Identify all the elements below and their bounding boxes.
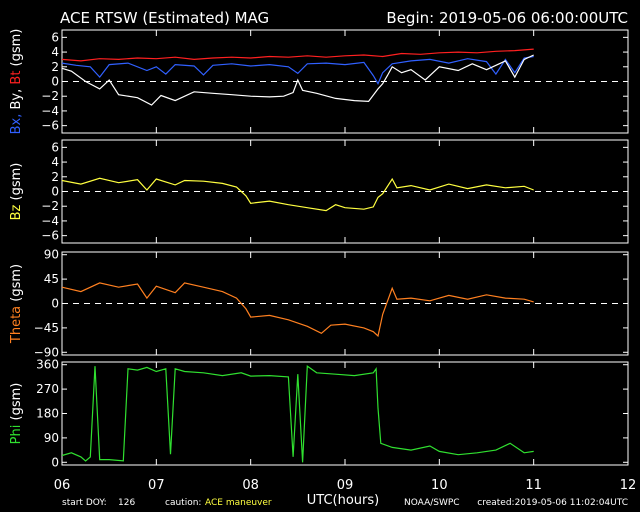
- caution-label: caution:: [165, 498, 201, 508]
- y-axis-label: Theta (gsm): [9, 264, 24, 344]
- panel-theta: 90 45 0 −45 −90 Theta (gsm): [9, 248, 629, 359]
- x-tick-label: 12: [620, 478, 637, 493]
- y-tick-label: −45: [34, 321, 59, 335]
- series-theta: [61, 282, 534, 338]
- y-tick-label: 4: [51, 45, 59, 59]
- y-axis-label: Bx, By, Bt (gsm): [9, 29, 24, 135]
- series-bz: [61, 177, 534, 212]
- y-tick-label: −90: [34, 345, 59, 359]
- start-doy-value: 126: [118, 498, 135, 508]
- source-label: NOAA/SWPC: [404, 498, 460, 508]
- y-tick-label: 0: [51, 297, 59, 311]
- y-tick-label: 2: [51, 170, 59, 184]
- x-tick-label: 11: [525, 478, 542, 493]
- x-tick-label: 06: [54, 478, 71, 493]
- y-tick-label: 0: [51, 75, 59, 89]
- y-axis-label-part: (gsm): [9, 29, 24, 71]
- y-axis-label-part: Theta: [9, 306, 24, 344]
- x-tick-label: 07: [148, 478, 165, 493]
- y-axis-label-part: (gsm): [9, 264, 24, 306]
- start-doy-label: start DOY:: [62, 498, 107, 508]
- created-time: created:2019-05-06 11:02:04UTC: [477, 498, 628, 508]
- y-tick-label: −6: [41, 229, 59, 243]
- y-tick-label: −4: [41, 104, 59, 118]
- y-axis-label-part: Bt: [9, 71, 24, 89]
- y-axis-label-part: Phi: [9, 425, 24, 445]
- y-tick-label: 45: [44, 272, 59, 286]
- y-axis-label-part: Bx,: [9, 114, 24, 135]
- y-tick-label: 6: [51, 140, 59, 154]
- y-axis-label-part: Bz: [9, 204, 24, 220]
- y-tick-label: 0: [51, 455, 59, 469]
- y-tick-label: 0: [51, 185, 59, 199]
- x-tick-label: 08: [242, 478, 259, 493]
- y-tick-label: 270: [36, 382, 59, 396]
- y-tick-label: −4: [41, 214, 59, 228]
- series-bt: [61, 48, 534, 62]
- y-tick-label: 360: [36, 358, 59, 372]
- y-axis-label-part: (gsm): [9, 383, 24, 425]
- series-phi: [61, 364, 534, 463]
- y-tick-label: 180: [36, 407, 59, 421]
- y-tick-label: −2: [41, 89, 59, 103]
- chart-title: ACE RTSW (Estimated) MAG: [60, 9, 269, 27]
- series-by: [61, 54, 534, 106]
- series-bx: [61, 55, 534, 86]
- x-tick-label: 09: [337, 478, 354, 493]
- y-tick-label: 6: [51, 30, 59, 44]
- y-tick-label: 90: [44, 248, 59, 262]
- x-axis-ticks: 06 07 08 09 10 11 12: [54, 478, 637, 493]
- x-tick-label: 10: [431, 478, 448, 493]
- y-axis-label: Bz (gsm): [9, 163, 24, 221]
- y-tick-label: 90: [44, 431, 59, 445]
- caution-value: ACE maneuver: [205, 498, 272, 508]
- y-tick-label: −6: [41, 119, 59, 133]
- y-axis-label-part: (gsm): [9, 163, 24, 205]
- y-tick-label: 2: [51, 60, 59, 74]
- y-tick-label: −2: [41, 199, 59, 213]
- y-tick-label: 4: [51, 155, 59, 169]
- x-axis-label: UTC(hours): [307, 493, 379, 508]
- begin-time: Begin: 2019-05-06 06:00:00UTC: [386, 9, 628, 27]
- y-axis-label: Phi (gsm): [9, 383, 24, 445]
- y-axis-label-part: By,: [9, 89, 24, 114]
- panel-phi: 360 270 180 90 0 Phi (gsm): [9, 358, 629, 469]
